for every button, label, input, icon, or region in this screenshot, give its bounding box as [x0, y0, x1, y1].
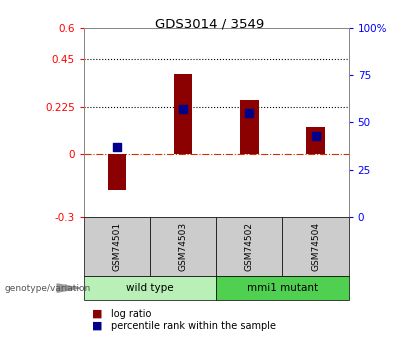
- Bar: [108, 154, 126, 190]
- Polygon shape: [57, 284, 80, 292]
- Bar: [240, 100, 259, 154]
- Text: ■: ■: [92, 309, 103, 319]
- Point: [114, 144, 121, 150]
- Text: wild type: wild type: [126, 283, 174, 293]
- Text: ■: ■: [92, 321, 103, 331]
- Text: genotype/variation: genotype/variation: [4, 284, 90, 293]
- Bar: [306, 127, 325, 154]
- Point: [312, 133, 319, 138]
- Text: GSM74502: GSM74502: [245, 222, 254, 271]
- Text: GSM74501: GSM74501: [113, 222, 121, 271]
- Text: log ratio: log ratio: [111, 309, 152, 319]
- Bar: [174, 74, 192, 154]
- Text: GSM74503: GSM74503: [179, 222, 188, 271]
- Text: GSM74504: GSM74504: [311, 222, 320, 271]
- Point: [246, 110, 253, 116]
- Text: percentile rank within the sample: percentile rank within the sample: [111, 321, 276, 331]
- Text: GDS3014 / 3549: GDS3014 / 3549: [155, 17, 265, 30]
- Text: mmi1 mutant: mmi1 mutant: [247, 283, 318, 293]
- Point: [180, 106, 186, 112]
